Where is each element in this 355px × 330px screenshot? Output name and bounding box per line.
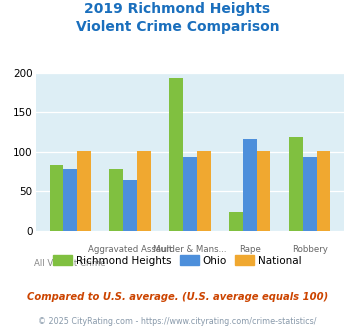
Text: © 2025 CityRating.com - https://www.cityrating.com/crime-statistics/: © 2025 CityRating.com - https://www.city…: [38, 317, 317, 326]
Bar: [123, 180, 137, 231]
Bar: [289, 137, 303, 231]
Text: Rape: Rape: [239, 245, 261, 254]
Text: Robbery: Robbery: [292, 245, 328, 254]
Bar: [303, 157, 317, 231]
Bar: [257, 151, 271, 231]
Text: 2019 Richmond Heights
Violent Crime Comparison: 2019 Richmond Heights Violent Crime Comp…: [76, 2, 279, 34]
Text: Murder & Mans...: Murder & Mans...: [153, 245, 227, 254]
Bar: [183, 157, 197, 231]
Bar: [77, 151, 91, 231]
Text: Aggravated Assault: Aggravated Assault: [88, 245, 172, 254]
Bar: [109, 169, 123, 231]
Text: Compared to U.S. average. (U.S. average equals 100): Compared to U.S. average. (U.S. average …: [27, 292, 328, 302]
Bar: [137, 151, 151, 231]
Bar: [63, 169, 77, 231]
Text: All Violent Crime: All Violent Crime: [34, 259, 106, 268]
Bar: [169, 78, 183, 231]
Bar: [197, 151, 211, 231]
Legend: Richmond Heights, Ohio, National: Richmond Heights, Ohio, National: [49, 251, 306, 270]
Bar: [243, 139, 257, 231]
Bar: [317, 151, 330, 231]
Bar: [229, 212, 243, 231]
Bar: [50, 165, 63, 231]
